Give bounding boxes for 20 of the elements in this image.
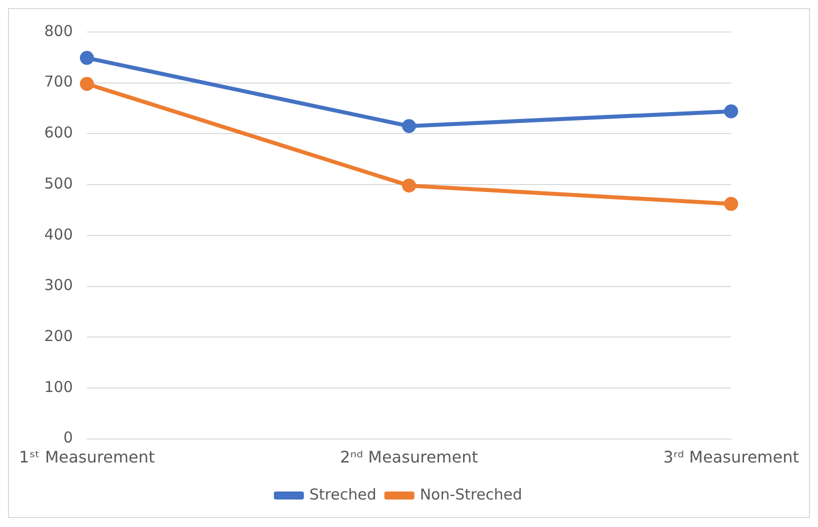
y-tick-label: 0 [63, 428, 73, 447]
point [724, 196, 738, 211]
point [80, 50, 94, 65]
point [402, 178, 416, 193]
point [724, 104, 738, 118]
y-tick-label: 500 [44, 174, 73, 192]
y-tick-label: 100 [44, 378, 73, 396]
x-tick-label: 1ˢᵗ Measurement [19, 448, 155, 467]
legend-label: Streched [309, 485, 376, 504]
y-tick-label: 300 [44, 276, 73, 294]
y-tick-label: 800 [44, 22, 73, 40]
y-tick-label: 200 [44, 326, 73, 345]
x-tick-label: 2ⁿᵈ Measurement [340, 448, 478, 467]
x-tick-label: 3ʳᵈ Measurement [663, 448, 799, 467]
legend-label: Non-Streched [420, 485, 522, 504]
y-tick-label: 700 [44, 72, 73, 91]
point [80, 76, 94, 91]
y-tick-label: 600 [44, 124, 73, 142]
y-tick-label: 400 [44, 225, 73, 244]
point [402, 119, 416, 134]
